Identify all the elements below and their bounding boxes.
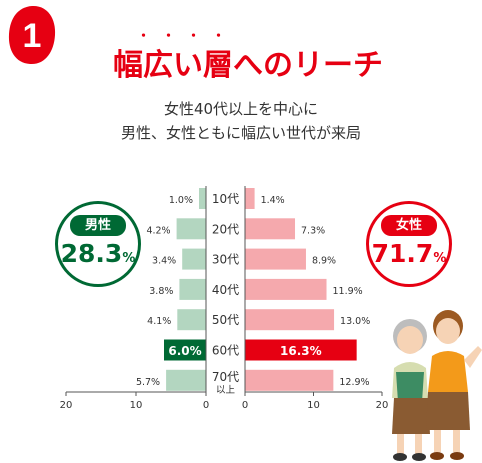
male-value-label: 5.7% — [136, 377, 160, 388]
badge-number: 1 — [23, 17, 42, 55]
age-category-label: 40代 — [212, 283, 239, 297]
male-bar — [177, 309, 206, 331]
male-value-label: 6.0% — [168, 344, 201, 358]
male-value-label: 1.0% — [169, 195, 193, 206]
female-bar — [245, 339, 357, 361]
female-value-label: 13.0% — [340, 316, 370, 327]
woman-brown-hair-figure — [426, 310, 482, 460]
male-bar — [176, 218, 206, 240]
female-value-label: 7.3% — [301, 225, 325, 236]
woman-gray-hair-figure — [392, 319, 430, 461]
subtitle-line-2: 男性、女性ともに幅広い世代が来局 — [120, 124, 361, 142]
female-value-label: 12.9% — [339, 377, 369, 388]
female-total-circle: 女性 71.7% — [366, 201, 452, 287]
elderly-women-illustration — [392, 310, 482, 461]
male-bar — [166, 369, 206, 391]
male-bar — [182, 248, 206, 270]
female-axis-tick-label: 10 — [307, 400, 320, 411]
age-category-label: 60代 — [212, 344, 239, 358]
age-category-label: 30代 — [212, 253, 239, 267]
brush-circle-icon — [8, 5, 56, 65]
male-axis-tick-label: 10 — [130, 400, 143, 411]
female-axis-tick-label: 20 — [376, 400, 389, 411]
female-value-label: 11.9% — [333, 286, 363, 297]
female-label: 女性 — [381, 215, 437, 236]
female-value-label: 8.9% — [312, 256, 336, 267]
male-bar — [199, 188, 206, 209]
female-bar — [245, 188, 255, 209]
female-axis-tick-label: 0 — [242, 400, 248, 411]
female-bar — [245, 309, 335, 331]
male-total-circle: 男性 28.3% — [55, 201, 141, 287]
age-category-label: 20代 — [212, 222, 239, 236]
age-category-label-sub: 以上 — [216, 385, 236, 396]
male-axis-tick-label: 0 — [203, 400, 209, 411]
male-value-label: 3.8% — [149, 286, 173, 297]
male-value-label: 3.4% — [152, 256, 176, 267]
headline-emphasis-dots: ・・・・ — [137, 29, 237, 44]
headline-text: 幅広い層へのリーチ — [113, 48, 383, 83]
male-axis-tick-label: 20 — [60, 400, 73, 411]
age-category-label: 70代 — [212, 370, 239, 384]
male-label: 男性 — [70, 215, 126, 236]
age-category-label: 10代 — [212, 192, 239, 206]
female-bar — [245, 369, 334, 391]
female-bar — [245, 248, 306, 270]
section-number-badge: 1 — [8, 5, 56, 65]
male-value-label: 4.1% — [147, 316, 171, 327]
male-bar — [164, 339, 206, 361]
female-total-value: 71.7% — [371, 239, 447, 268]
female-value-label: 16.3% — [280, 344, 322, 358]
female-bar — [245, 218, 296, 240]
female-value-label: 1.4% — [261, 195, 285, 206]
headline: ・・・・ 幅広い層へのリーチ — [113, 29, 383, 83]
subtitle-line-1: 女性40代以上を中心に — [163, 100, 319, 118]
male-bar — [179, 278, 206, 300]
male-value-label: 4.2% — [146, 225, 170, 236]
male-total-value: 28.3% — [60, 239, 136, 268]
age-category-label: 50代 — [212, 313, 239, 327]
female-bar — [245, 278, 327, 300]
